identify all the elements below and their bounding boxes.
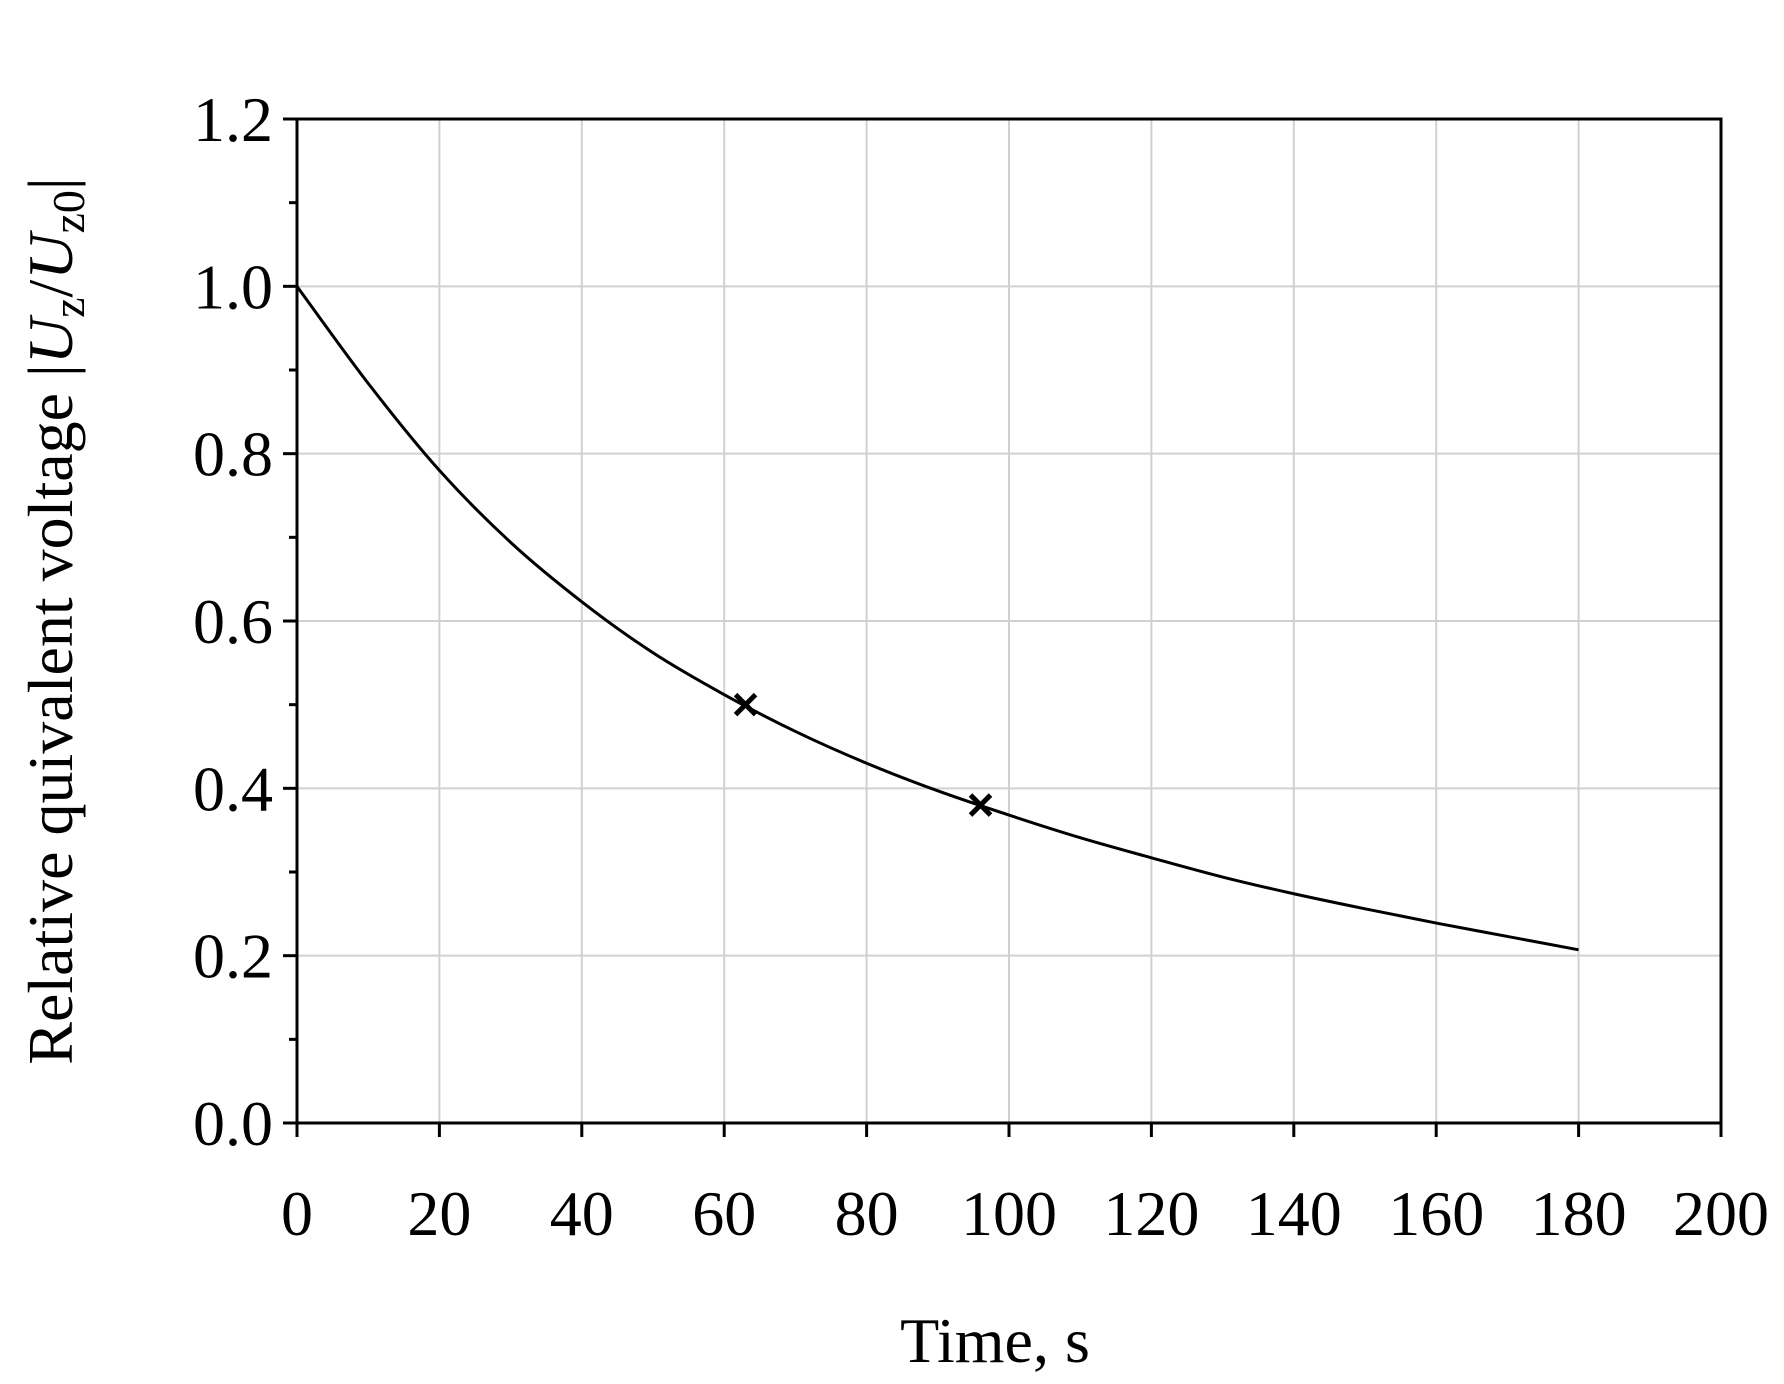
y-tick-label: 0.2	[193, 921, 273, 992]
x-marker	[968, 793, 993, 817]
x-tick-label: 60	[692, 1178, 756, 1249]
x-tick-label: 180	[1531, 1178, 1627, 1249]
x-tick-labels: 0 20 40 60 80 100 120 140 160 180 200	[281, 1178, 1769, 1249]
x-tick-label: 40	[550, 1178, 614, 1249]
y-axis-title-prefix: Relative quivalent voltage |	[15, 364, 86, 1065]
axis-ticks	[283, 117, 1723, 1137]
y-tick-label: 1.0	[193, 251, 273, 322]
y-axis-title-u1: U	[15, 314, 86, 364]
x-marker-stroke	[968, 793, 993, 817]
y-axis-title-suffix: |	[15, 177, 86, 190]
x-tick-label: 140	[1246, 1178, 1342, 1249]
y-axis-title-u2: U	[15, 230, 86, 280]
data-markers	[733, 692, 993, 817]
y-tick-label: 1.2	[193, 84, 273, 155]
x-marker-stroke	[733, 692, 758, 717]
y-tick-label: 0.4	[193, 753, 273, 824]
y-tick-label: 0.0	[193, 1088, 273, 1159]
x-tick-label: 0	[281, 1178, 313, 1249]
y-tick-label: 0.6	[193, 586, 273, 657]
x-tick-label: 100	[961, 1178, 1057, 1249]
grid-lines	[297, 119, 1721, 1123]
x-tick-label: 80	[835, 1178, 899, 1249]
y-axis-title: Relative quivalent voltage |Uz/Uz0|	[15, 177, 94, 1064]
x-tick-label: 20	[407, 1178, 471, 1249]
x-axis-title: Time, s	[900, 1305, 1090, 1376]
y-tick-labels: 0.0 0.2 0.4 0.6 0.8 1.0 1.2	[193, 84, 273, 1159]
x-tick-label: 160	[1388, 1178, 1484, 1249]
x-tick-label: 200	[1673, 1178, 1769, 1249]
x-marker	[733, 692, 758, 717]
series-line	[295, 285, 1579, 952]
y-tick-label: 0.8	[193, 419, 273, 490]
y-axis-title-sub1: z	[43, 298, 94, 318]
y-axis-title-sub2: z0	[43, 190, 94, 233]
y-axis-title-slash: /	[15, 280, 86, 298]
x-tick-label: 120	[1103, 1178, 1199, 1249]
